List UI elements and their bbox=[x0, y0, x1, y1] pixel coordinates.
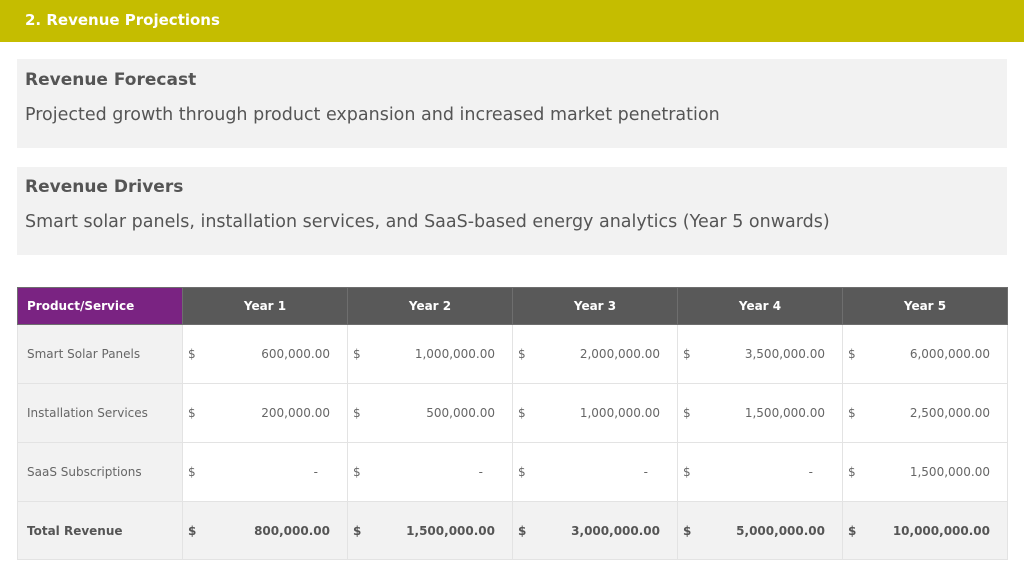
drivers-heading: Revenue Drivers bbox=[25, 177, 184, 197]
table-cell: $6,000,000.00 bbox=[842, 324, 1008, 384]
forecast-heading: Revenue Forecast bbox=[25, 70, 197, 90]
table-cell: $2,500,000.00 bbox=[842, 383, 1008, 443]
column-header-year-4: Year 4 bbox=[677, 287, 843, 325]
revenue-drivers-card: Revenue Drivers Smart solar panels, inst… bbox=[17, 167, 1007, 255]
cell-value: 3,500,000.00 bbox=[744, 347, 825, 361]
currency-symbol: $ bbox=[188, 523, 197, 538]
cell-value: 1,000,000.00 bbox=[579, 406, 660, 420]
cell-value: - bbox=[478, 465, 483, 479]
cell-value: 1,500,000.00 bbox=[909, 465, 990, 479]
currency-symbol: $ bbox=[848, 523, 857, 538]
drivers-text: Smart solar panels, installation service… bbox=[25, 212, 830, 232]
title-bar: 2. Revenue Projections bbox=[0, 0, 1024, 42]
column-header-year-3: Year 3 bbox=[512, 287, 678, 325]
cell-value: - bbox=[643, 465, 648, 479]
currency-symbol: $ bbox=[518, 465, 526, 479]
row-label: Smart Solar Panels bbox=[17, 324, 183, 384]
currency-symbol: $ bbox=[188, 406, 196, 420]
table-cell: $1,000,000.00 bbox=[347, 324, 513, 384]
total-cell: $3,000,000.00 bbox=[512, 501, 678, 560]
total-value: 10,000,000.00 bbox=[892, 523, 990, 538]
table-cell: $3,500,000.00 bbox=[677, 324, 843, 384]
currency-symbol: $ bbox=[353, 347, 361, 361]
currency-symbol: $ bbox=[518, 523, 527, 538]
total-value: 3,000,000.00 bbox=[571, 523, 660, 538]
column-header-product: Product/Service bbox=[17, 287, 183, 325]
cell-value: 6,000,000.00 bbox=[909, 347, 990, 361]
total-value: 5,000,000.00 bbox=[736, 523, 825, 538]
table-cell: $200,000.00 bbox=[182, 383, 348, 443]
currency-symbol: $ bbox=[683, 523, 692, 538]
total-cell: $800,000.00 bbox=[182, 501, 348, 560]
currency-symbol: $ bbox=[683, 347, 691, 361]
total-value: 1,500,000.00 bbox=[406, 523, 495, 538]
cell-value: - bbox=[808, 465, 813, 479]
table-cell: $500,000.00 bbox=[347, 383, 513, 443]
table-cell: $ - bbox=[182, 442, 348, 502]
table-cell: $ - bbox=[512, 442, 678, 502]
row-label: Installation Services bbox=[17, 383, 183, 443]
table-cell: $1,500,000.00 bbox=[677, 383, 843, 443]
currency-symbol: $ bbox=[518, 406, 526, 420]
table-row: Installation Services $200,000.00 $500,0… bbox=[17, 383, 1008, 443]
cell-value: 1,500,000.00 bbox=[744, 406, 825, 420]
cell-value: 2,000,000.00 bbox=[579, 347, 660, 361]
revenue-forecast-card: Revenue Forecast Projected growth throug… bbox=[17, 59, 1007, 148]
slide-title: 2. Revenue Projections bbox=[25, 11, 220, 29]
total-cell: $1,500,000.00 bbox=[347, 501, 513, 560]
currency-symbol: $ bbox=[188, 465, 196, 479]
row-label: SaaS Subscriptions bbox=[17, 442, 183, 502]
cell-value: 500,000.00 bbox=[426, 406, 495, 420]
table-header-row: Product/Service Year 1 Year 2 Year 3 Yea… bbox=[17, 287, 1008, 325]
currency-symbol: $ bbox=[353, 406, 361, 420]
currency-symbol: $ bbox=[683, 465, 691, 479]
currency-symbol: $ bbox=[848, 347, 856, 361]
column-header-year-2: Year 2 bbox=[347, 287, 513, 325]
currency-symbol: $ bbox=[518, 347, 526, 361]
currency-symbol: $ bbox=[848, 465, 856, 479]
table-cell: $600,000.00 bbox=[182, 324, 348, 384]
cell-value: 2,500,000.00 bbox=[909, 406, 990, 420]
table-cell: $2,000,000.00 bbox=[512, 324, 678, 384]
currency-symbol: $ bbox=[353, 465, 361, 479]
cell-value: - bbox=[313, 465, 318, 479]
total-cell: $10,000,000.00 bbox=[842, 501, 1008, 560]
currency-symbol: $ bbox=[848, 406, 856, 420]
cell-value: 1,000,000.00 bbox=[414, 347, 495, 361]
table-cell: $1,000,000.00 bbox=[512, 383, 678, 443]
table-cell: $1,500,000.00 bbox=[842, 442, 1008, 502]
revenue-table: Product/Service Year 1 Year 2 Year 3 Yea… bbox=[17, 287, 1008, 560]
total-cell: $5,000,000.00 bbox=[677, 501, 843, 560]
table-cell: $ - bbox=[347, 442, 513, 502]
currency-symbol: $ bbox=[683, 406, 691, 420]
total-row: Total Revenue $800,000.00 $1,500,000.00 … bbox=[17, 501, 1008, 560]
currency-symbol: $ bbox=[188, 347, 196, 361]
currency-symbol: $ bbox=[353, 523, 362, 538]
total-label: Total Revenue bbox=[17, 501, 183, 560]
cell-value: 200,000.00 bbox=[261, 406, 330, 420]
forecast-text: Projected growth through product expansi… bbox=[25, 105, 720, 125]
table-cell: $ - bbox=[677, 442, 843, 502]
column-header-year-1: Year 1 bbox=[182, 287, 348, 325]
total-value: 800,000.00 bbox=[254, 523, 330, 538]
column-header-year-5: Year 5 bbox=[842, 287, 1008, 325]
cell-value: 600,000.00 bbox=[261, 347, 330, 361]
table-row: Smart Solar Panels $600,000.00 $1,000,00… bbox=[17, 324, 1008, 384]
table-row: SaaS Subscriptions $ - $ - $ - $ - $1,500,00… bbox=[17, 442, 1008, 502]
